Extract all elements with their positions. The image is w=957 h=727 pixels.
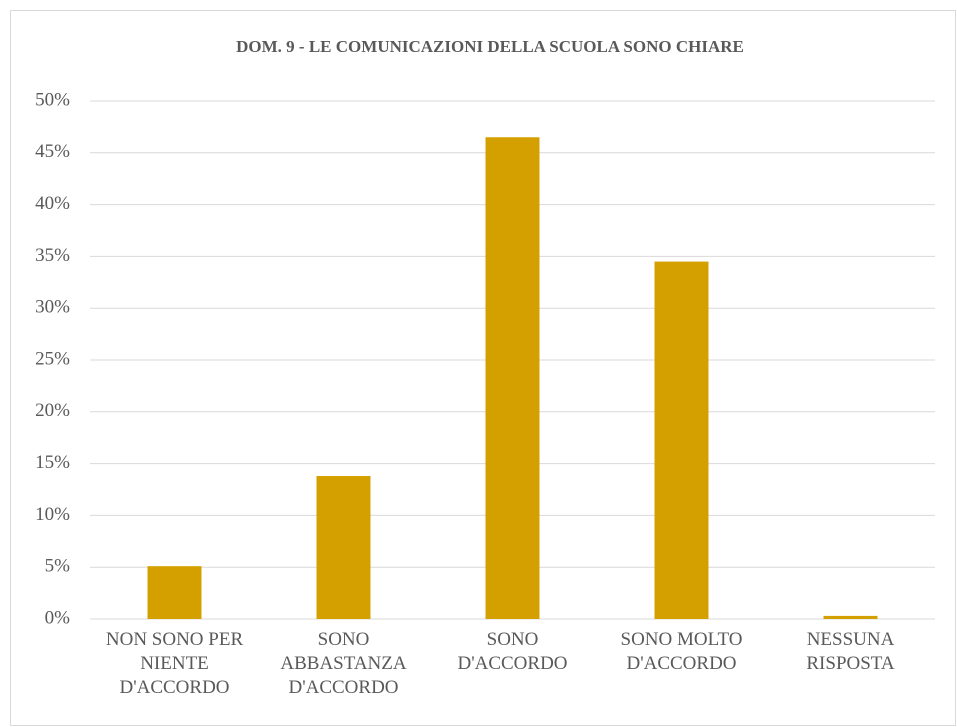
y-tick-label: 30% bbox=[35, 297, 70, 318]
x-tick-label: NON SONO PER NIENTE D'ACCORDO bbox=[105, 629, 244, 698]
x-tick-label: SONO D'ACCORDO bbox=[457, 629, 568, 674]
y-tick-label: 15% bbox=[35, 452, 70, 473]
bar bbox=[316, 476, 371, 619]
y-tick-label: 25% bbox=[35, 348, 70, 369]
y-tick-label: 40% bbox=[35, 193, 70, 214]
y-tick-label: 35% bbox=[35, 245, 70, 266]
bar bbox=[654, 261, 709, 619]
x-tick-label: NESSUNA RISPOSTA bbox=[806, 629, 895, 674]
y-tick-label: 0% bbox=[45, 607, 71, 628]
y-tick-label: 20% bbox=[35, 400, 70, 421]
y-tick-label: 45% bbox=[35, 141, 70, 162]
bar bbox=[147, 566, 202, 619]
bar bbox=[823, 615, 878, 619]
x-tick-label: SONO MOLTO D'ACCORDO bbox=[620, 629, 743, 674]
y-tick-label: 10% bbox=[35, 504, 70, 525]
chart-title: DOM. 9 - LE COMUNICAZIONI DELLA SCUOLA S… bbox=[236, 37, 744, 56]
y-tick-label: 5% bbox=[45, 556, 71, 577]
y-tick-label: 50% bbox=[35, 89, 70, 110]
bar bbox=[485, 137, 540, 619]
x-tick-label: SONO ABBASTANZA D'ACCORDO bbox=[280, 629, 407, 698]
